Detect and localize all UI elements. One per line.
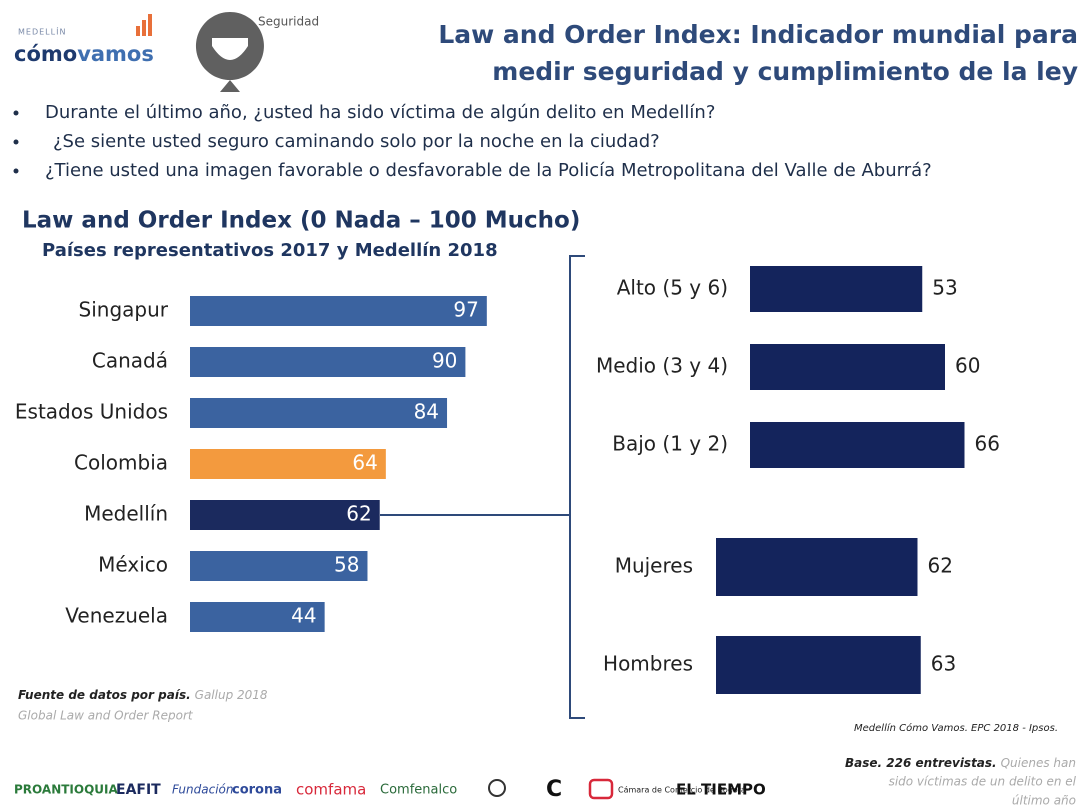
category-label: Medellín	[84, 502, 168, 526]
bar	[750, 344, 945, 390]
base-note: último año	[1012, 794, 1076, 808]
footer-logo: comfama	[296, 781, 366, 799]
bullet-text: Durante el último año, ¿usted ha sido ví…	[45, 102, 715, 123]
category-label: Mujeres	[615, 554, 693, 578]
category-label: Estados Unidos	[15, 400, 168, 424]
source-line: Global Law and Order Report	[18, 709, 194, 723]
source: Fuente de datos por país. Gallup 2018	[18, 688, 268, 702]
bar	[190, 449, 386, 479]
icon-badge	[212, 38, 248, 60]
value-label: 97	[453, 298, 478, 322]
category-label: México	[98, 553, 168, 577]
value-label: 84	[414, 400, 439, 424]
base-rest: Quienes han	[1001, 756, 1076, 770]
bar	[190, 296, 487, 326]
logo-bar	[148, 14, 152, 36]
bar	[750, 422, 965, 468]
section-label: Seguridad	[258, 15, 319, 29]
logo: cómovamos	[14, 42, 154, 66]
value-label: 90	[432, 349, 457, 373]
bullet-text: ¿Tiene usted una imagen favorable o desf…	[45, 160, 932, 181]
footer-logo: Fundación	[172, 783, 233, 797]
logo-top: MEDELLÍN	[18, 26, 66, 37]
value-label: 64	[352, 451, 377, 475]
value-label: 63	[931, 652, 956, 676]
source-rest: Gallup 2018	[195, 688, 268, 702]
bar	[716, 538, 918, 596]
logo-a: cómo	[14, 42, 77, 66]
bar	[190, 551, 368, 581]
slide-title: medir seguridad y cumplimiento de la ley	[492, 57, 1078, 86]
footer-logo: corona	[232, 783, 282, 798]
logo-mark	[488, 779, 506, 797]
bracket	[380, 255, 585, 719]
bullet-dot	[13, 168, 19, 174]
bar	[190, 347, 466, 377]
bullet-dot	[13, 139, 19, 145]
bar	[190, 602, 325, 632]
value-label: 53	[932, 276, 957, 300]
bar	[716, 636, 921, 694]
bullet-text: ¿Se siente usted seguro caminando solo p…	[53, 131, 660, 152]
category-label: Medio (3 y 4)	[596, 354, 728, 378]
footer-logo: EL TIEMPO	[676, 781, 766, 799]
value-label: 60	[955, 354, 980, 378]
value-label: 44	[291, 604, 316, 628]
base-note: Base. 226 entrevistas. Quienes han	[845, 756, 1076, 770]
category-label: Colombia	[74, 451, 168, 475]
value-label: 62	[928, 554, 953, 578]
value-label: 62	[346, 502, 371, 526]
footer-logo: Cámara de Comercio de Bogotá	[618, 786, 746, 795]
footer-logo: PROANTIOQUIA	[14, 783, 119, 797]
logo-b: vamos	[77, 42, 154, 66]
category-label: Bajo (1 y 2)	[612, 432, 728, 456]
source: Medellín Cómo Vamos. EPC 2018 - Ipsos.	[854, 722, 1058, 734]
category-label: Canadá	[92, 349, 168, 373]
bullets: Durante el último año, ¿usted ha sido ví…	[13, 102, 932, 181]
base-bold: Base. 226 entrevistas.	[845, 756, 997, 770]
value-label: 66	[975, 432, 1000, 456]
value-label: 58	[334, 553, 359, 577]
footer-logo: EAFIT	[116, 782, 161, 798]
logo-bar	[142, 20, 146, 36]
footer-logo: C	[546, 777, 562, 802]
footer-logo: Comfenalco	[380, 783, 457, 798]
source-bold: Fuente de datos por país.	[18, 688, 191, 702]
bullet-dot	[13, 110, 19, 116]
logo-bar	[136, 26, 140, 36]
bar	[750, 266, 923, 312]
bar	[190, 398, 448, 428]
bar	[190, 500, 380, 530]
category-label: Singapur	[79, 298, 169, 322]
logo-mark	[588, 778, 614, 800]
base-note: sido víctimas de un delito en el	[889, 775, 1077, 789]
category-label: Hombres	[603, 652, 693, 676]
category-label: Venezuela	[65, 604, 168, 628]
chart-title: Law and Order Index (0 Nada – 100 Mucho)	[22, 208, 580, 234]
category-label: Alto (5 y 6)	[617, 276, 728, 300]
slide-title: Law and Order Index: Indicador mundial p…	[438, 20, 1078, 49]
chart-subtitle: Países representativos 2017 y Medellín 2…	[42, 240, 498, 261]
